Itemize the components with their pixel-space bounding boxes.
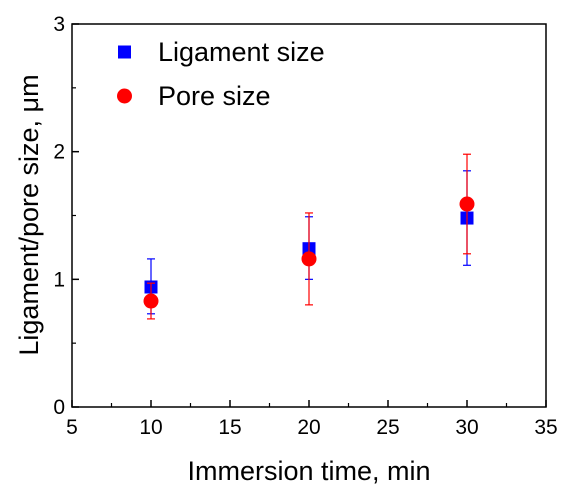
x-tick-label: 30 [455, 416, 478, 439]
x-tick-label: 35 [534, 416, 557, 439]
legend-pore-label: Pore size [158, 81, 271, 111]
x-axis-title: Immersion time, min [187, 456, 430, 486]
pore-size-point [301, 251, 317, 267]
legend-ligament-marker [118, 45, 131, 59]
pore-size-point [143, 293, 159, 309]
x-tick-label: 10 [139, 416, 162, 439]
pore-size-point [459, 196, 475, 212]
legend-pore-marker [117, 88, 132, 104]
y-tick-label: 3 [53, 13, 65, 36]
y-tick-label: 0 [53, 396, 65, 419]
y-axis-title: Ligament/pore size, μm [14, 74, 44, 355]
x-tick-label: 20 [297, 416, 320, 439]
legend: Ligament size Pore size [117, 37, 325, 111]
x-tick-label: 25 [376, 416, 399, 439]
y-tick-label: 2 [53, 141, 65, 164]
y-axis: 0 1 2 3 [53, 13, 79, 419]
y-tick-label: 1 [53, 268, 65, 291]
x-tick-label: 15 [218, 416, 241, 439]
x-tick-label: 5 [66, 416, 78, 439]
data-marks [143, 153, 475, 320]
legend-ligament-label: Ligament size [158, 37, 325, 67]
x-axis: 5 10 15 20 25 30 35 [66, 400, 558, 439]
